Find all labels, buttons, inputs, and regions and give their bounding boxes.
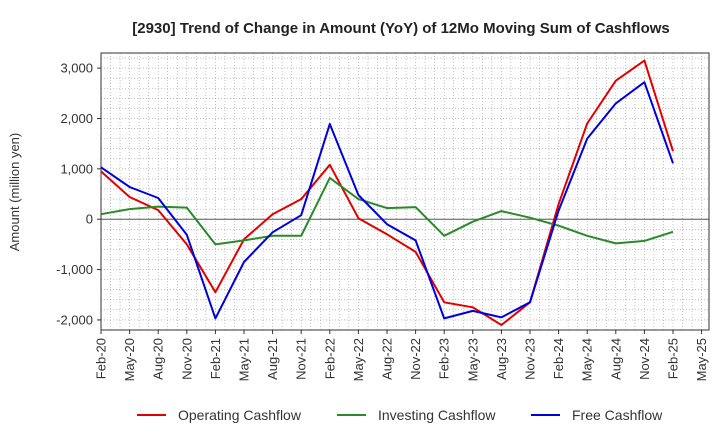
legend-label-operating-cashflow: Operating Cashflow <box>178 407 302 423</box>
y-tick-label: -1,000 <box>56 262 93 277</box>
x-tick-label: Nov-24 <box>637 338 652 380</box>
x-tick-label: Feb-23 <box>437 338 452 379</box>
plot-area-frame <box>100 52 710 331</box>
x-tick-label: Aug-24 <box>608 338 623 380</box>
y-tick-label: 3,000 <box>60 61 93 76</box>
x-tick-label: Aug-22 <box>380 338 395 380</box>
x-tick-label: May-21 <box>237 338 252 381</box>
x-tick-label: Feb-24 <box>551 338 566 379</box>
x-tick-label: Aug-20 <box>151 338 166 380</box>
y-tick-label: 2,000 <box>60 111 93 126</box>
chart-title: [2930] Trend of Change in Amount (YoY) o… <box>132 20 670 37</box>
legend-label-investing-cashflow: Investing Cashflow <box>378 407 496 423</box>
x-tick-label: Feb-21 <box>208 338 223 379</box>
series-lines <box>100 59 674 326</box>
x-tick-label: Aug-23 <box>494 338 509 380</box>
x-tick-label: Nov-22 <box>408 338 423 380</box>
series-line-free-cashflow <box>100 81 674 320</box>
x-axis-ticks: Feb-20 May-20 Aug-20 Nov-20 Feb-21 May-21 Aug-… <box>94 330 709 381</box>
legend: Operating Cashflow Investing Cashflow Free… <box>137 407 663 423</box>
y-tick-label: -2,000 <box>56 312 93 327</box>
y-tick-label: 1,000 <box>60 161 93 176</box>
x-tick-label: Feb-22 <box>322 338 337 379</box>
x-tick-label: Nov-21 <box>294 338 309 380</box>
legend-label-free-cashflow: Free Cashflow <box>572 407 663 423</box>
x-tick-label: Feb-20 <box>94 338 109 379</box>
series-line-investing-cashflow <box>100 176 674 246</box>
x-tick-label: May-20 <box>122 338 137 381</box>
x-tick-label: May-23 <box>465 338 480 381</box>
y-axis-ticks: -2,000 -1,000 0 1,000 2,000 3,000 <box>56 61 101 327</box>
x-tick-label: Nov-23 <box>523 338 538 380</box>
x-tick-label: Aug-21 <box>265 338 280 380</box>
x-tick-label: May-24 <box>580 338 595 381</box>
grid-lines <box>100 53 709 331</box>
x-tick-label: May-22 <box>351 338 366 381</box>
y-axis-title: Amount (million yen) <box>7 133 22 252</box>
x-tick-label: Feb-25 <box>666 338 681 379</box>
series-line-operating-cashflow <box>100 59 674 326</box>
x-tick-label: May-25 <box>694 338 709 381</box>
y-tick-label: 0 <box>86 212 93 227</box>
x-tick-label: Nov-20 <box>179 338 194 380</box>
